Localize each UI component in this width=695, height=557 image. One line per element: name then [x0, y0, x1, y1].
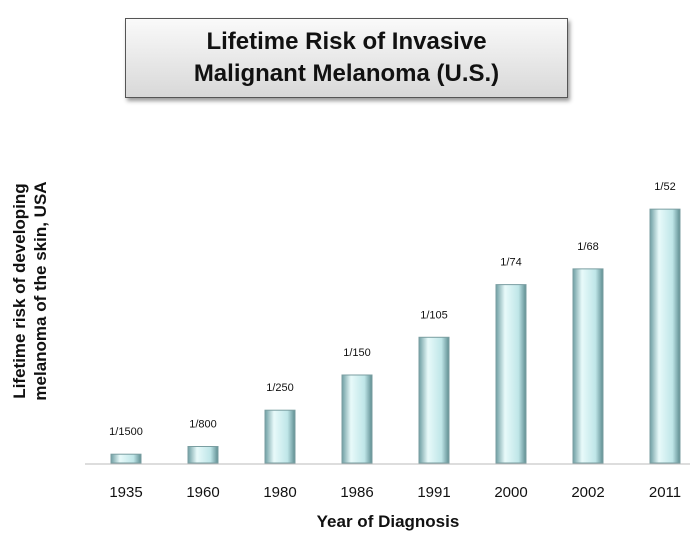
- x-tick-label: 1986: [340, 484, 373, 501]
- chart-title: Lifetime Risk of Invasive Malignant Mela…: [125, 18, 568, 98]
- x-axis-label: Year of Diagnosis: [317, 512, 460, 531]
- x-tick-label: 1960: [186, 484, 219, 501]
- bar: [495, 284, 527, 464]
- x-tick-label: 1991: [417, 484, 450, 501]
- value-label: 1/800: [189, 419, 217, 431]
- x-tick-label: 1980: [263, 484, 296, 501]
- value-label: 1/1500: [109, 426, 143, 438]
- bar: [264, 409, 296, 464]
- x-tick-label: 2002: [571, 484, 604, 501]
- bar: [110, 453, 142, 464]
- bar: [187, 446, 219, 464]
- x-tick-label: 2000: [494, 484, 527, 501]
- value-label: 1/68: [577, 241, 598, 253]
- x-tick-label: 2011: [649, 484, 681, 501]
- value-label: 1/250: [266, 382, 294, 394]
- x-tick-label: 1935: [109, 484, 142, 501]
- bar: [649, 208, 681, 464]
- value-label: 1/52: [654, 181, 675, 193]
- value-label: 1/105: [420, 309, 448, 321]
- value-label: 1/150: [343, 347, 371, 359]
- bar: [572, 268, 604, 464]
- bar: [418, 336, 450, 464]
- value-label: 1/74: [500, 257, 521, 269]
- bar: [341, 374, 373, 464]
